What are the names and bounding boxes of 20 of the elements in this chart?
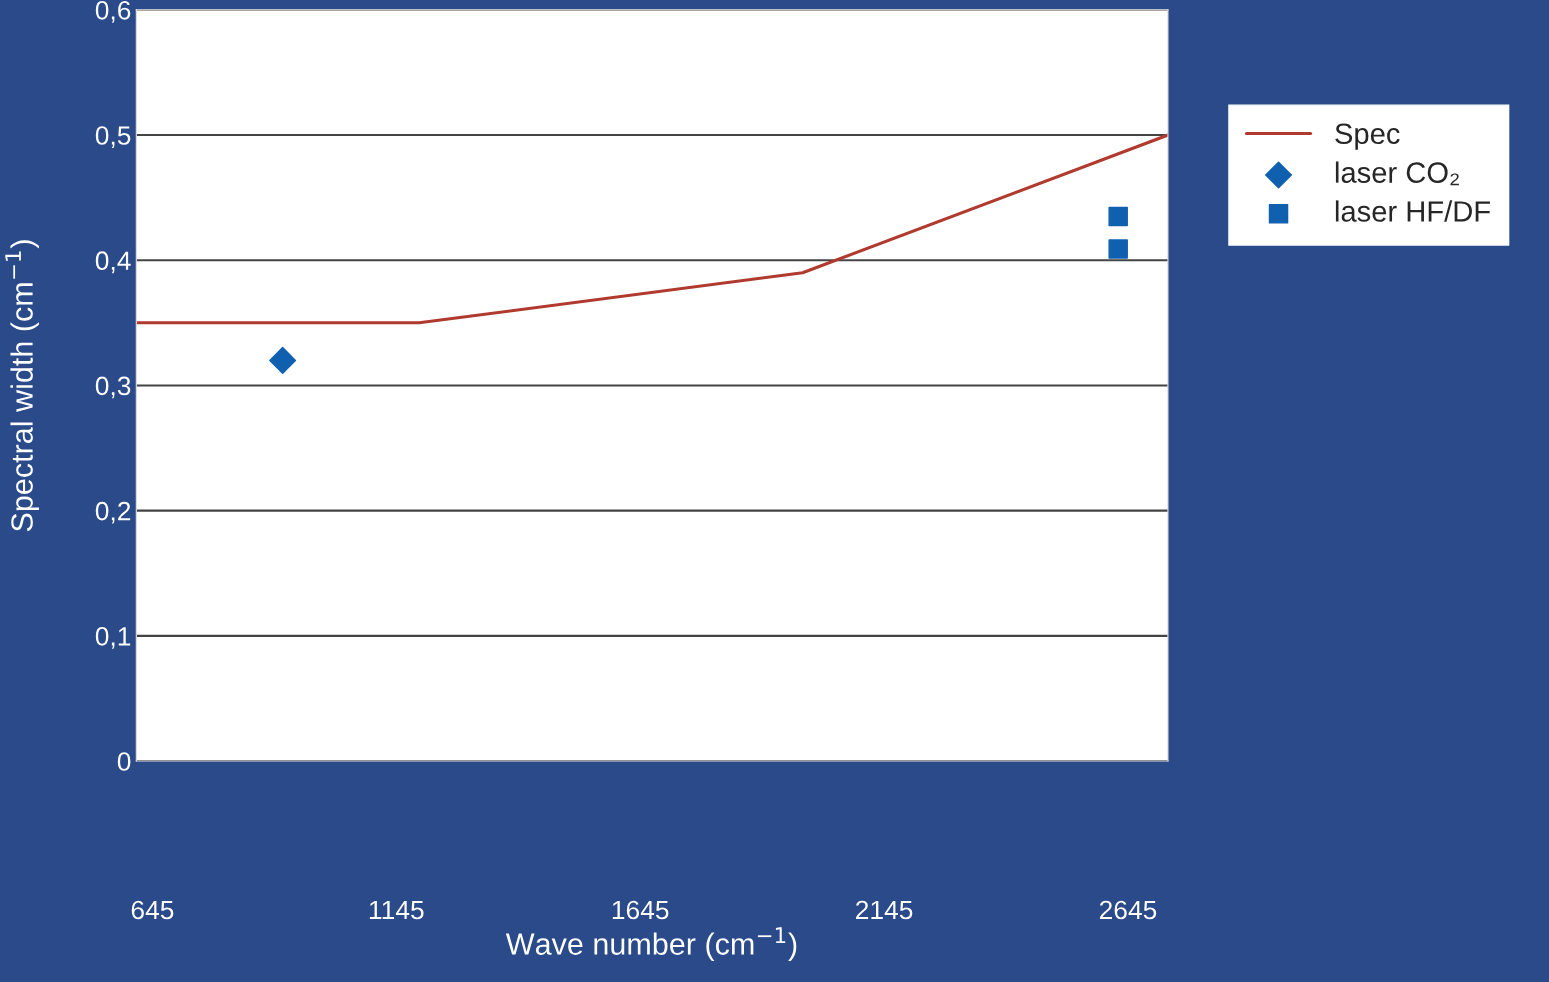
x-tick-label: 1145 [369, 900, 424, 920]
y-tick-label: 0,1 [95, 626, 131, 649]
x-tick-label: 2645 [1099, 900, 1157, 920]
legend-label: laser HF/DF [1335, 200, 1490, 222]
y-tick-label: 0,5 [95, 126, 131, 148]
y-axis-title: Spectral width (cm$^{−1}$) [5, 240, 39, 532]
legend-label: laser CO₂ [1335, 161, 1459, 186]
y-tick-label: 0,6 [95, 0, 131, 23]
y-tick-label: 0,4 [95, 251, 131, 274]
x-tick-label: 645 [131, 900, 174, 920]
point [1108, 206, 1128, 227]
y-tick-label: 0,3 [95, 376, 131, 399]
x-tick-label: 2145 [856, 900, 913, 920]
x-axis-title: Wave number (cm$^{−1}$) [505, 927, 797, 961]
y-tick-label: 0 [117, 752, 131, 771]
x-tick-label: 1645 [612, 900, 669, 920]
y-tick-label: 0,2 [95, 501, 131, 524]
point [269, 346, 297, 374]
point [1108, 239, 1128, 259]
legend-label: Spec [1335, 123, 1400, 150]
